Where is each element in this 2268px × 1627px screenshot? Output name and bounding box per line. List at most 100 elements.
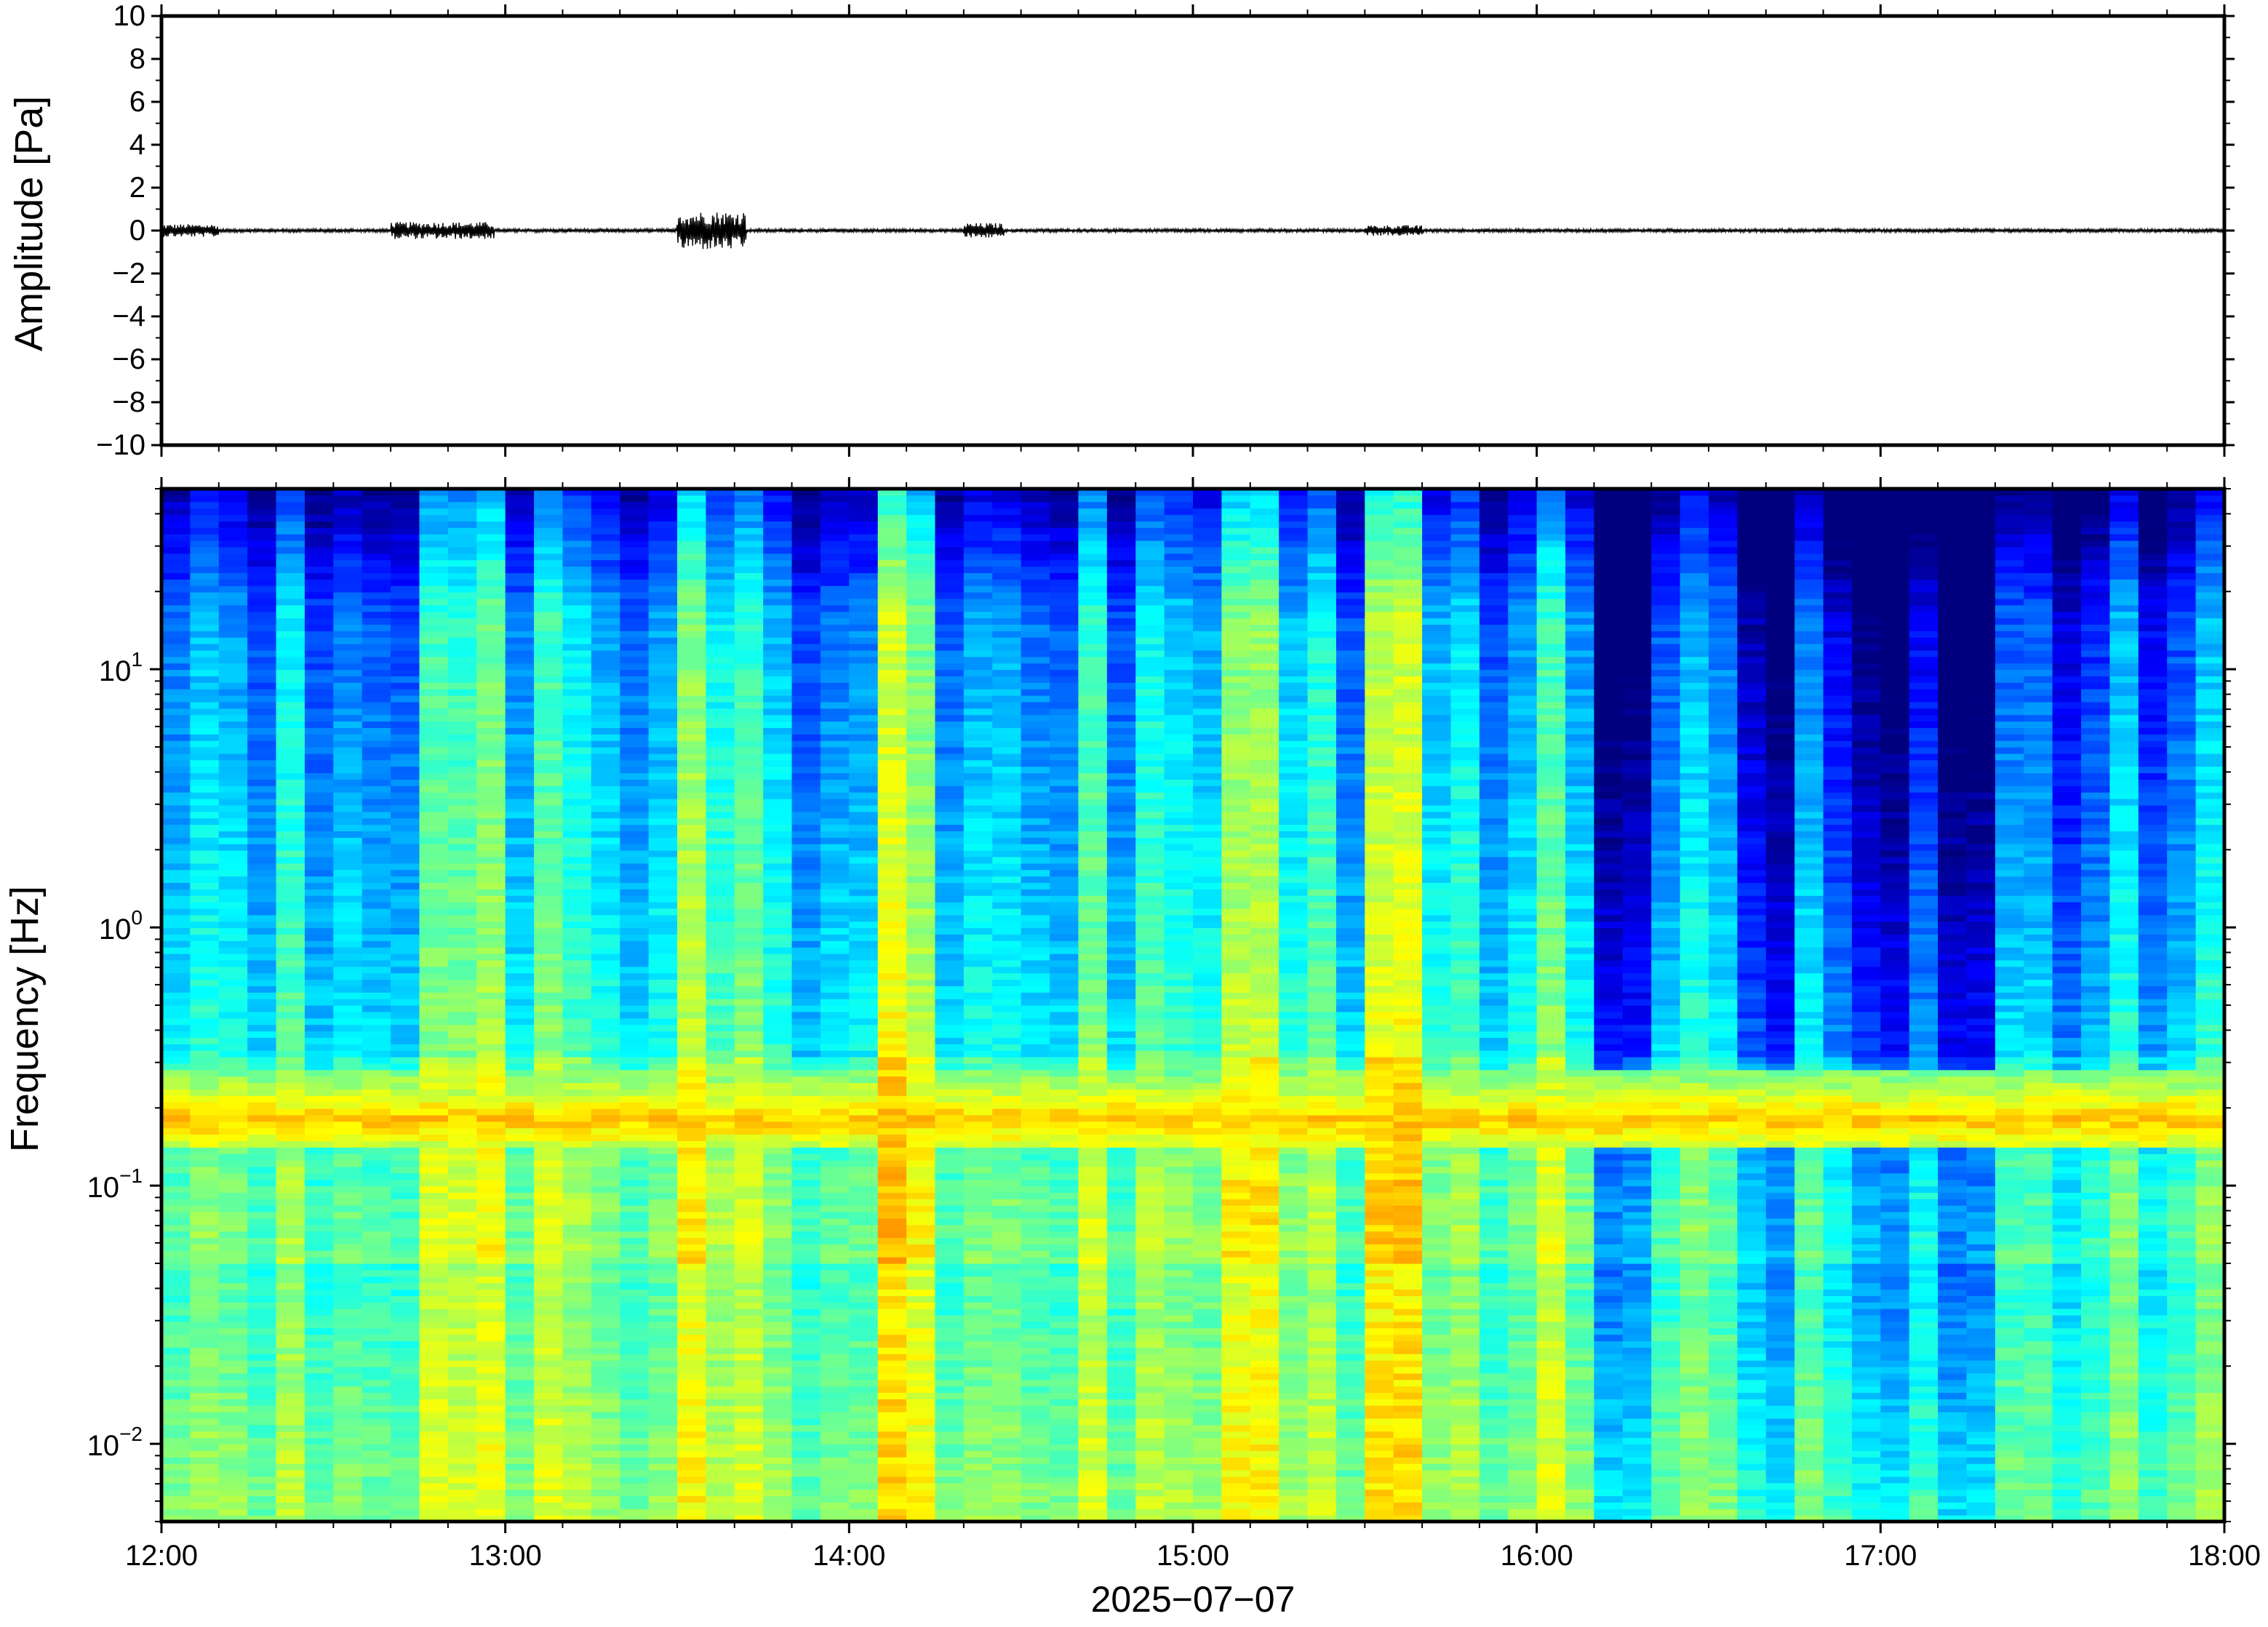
- spectrogram-cell: [591, 773, 620, 780]
- spectrogram-cell: [964, 1483, 993, 1490]
- spectrogram-cell: [562, 1167, 591, 1173]
- spectrogram-cell: [534, 1470, 563, 1476]
- spectrogram-cell: [964, 792, 993, 799]
- spectrogram-cell: [506, 928, 535, 935]
- spectrogram-cell: [420, 1095, 449, 1102]
- spectrogram-cell: [878, 1102, 907, 1108]
- spectrogram-cell: [649, 1470, 678, 1476]
- spectrogram-cell: [792, 805, 821, 812]
- spectrogram-cell: [820, 592, 850, 599]
- spectrogram-cell: [591, 1044, 620, 1050]
- spectrogram-cell: [620, 1128, 649, 1135]
- spectrogram-cell: [906, 676, 935, 682]
- spectrogram-cell: [219, 1037, 248, 1044]
- spectrogram-cell: [906, 1386, 935, 1393]
- spectrogram-cell: [219, 1089, 248, 1095]
- spectrogram-cell: [305, 760, 334, 767]
- spectrogram-cell: [305, 1160, 334, 1167]
- spectrogram-cell: [792, 618, 821, 625]
- spectrogram-cell: [906, 1089, 935, 1095]
- spectrogram-cell: [534, 1328, 563, 1335]
- spectrogram-cell: [792, 1012, 821, 1018]
- spectrogram-cell: [1021, 1199, 1050, 1205]
- spectrogram-cell: [506, 1128, 535, 1135]
- spectrogram-cell: [849, 1405, 878, 1412]
- spectrogram-cell: [763, 1483, 792, 1490]
- spectrogram-cell: [792, 612, 821, 618]
- spectrogram-cell: [362, 934, 391, 940]
- spectrogram-cell: [391, 567, 420, 573]
- spectrogram-cell: [333, 760, 362, 767]
- spectrogram-cell: [735, 760, 764, 767]
- spectrogram-cell: [391, 740, 420, 747]
- spectrogram-cell: [591, 1205, 620, 1212]
- spectrogram-cell: [591, 831, 620, 837]
- spectrogram-cell: [534, 980, 563, 986]
- spectrogram-cell: [276, 1057, 306, 1063]
- spectrogram-cell: [276, 986, 306, 992]
- spectrogram-cell: [420, 812, 449, 818]
- spectrogram-cell: [190, 825, 219, 831]
- spectrogram-cell: [935, 1095, 965, 1102]
- spectrogram-cell: [506, 915, 535, 922]
- spectrogram-cell: [161, 495, 191, 502]
- spectrogram-cell: [992, 1167, 1021, 1173]
- spectrogram-cell: [649, 747, 678, 753]
- spectrogram-cell: [562, 1405, 591, 1412]
- spectrogram-cell: [820, 1057, 850, 1063]
- spectrogram-cell: [562, 1186, 591, 1193]
- spectrogram-cell: [706, 1463, 735, 1470]
- spectrogram-cell: [247, 831, 276, 837]
- spectrogram-cell: [305, 747, 334, 753]
- spectrogram-cell: [305, 1199, 334, 1205]
- spectrogram-cell: [391, 637, 420, 644]
- spectrogram-cell: [906, 1308, 935, 1315]
- spectrogram-cell: [906, 599, 935, 605]
- spectrogram-cell: [305, 657, 334, 663]
- spectrogram-cell: [247, 1115, 276, 1122]
- spectrogram-cell: [476, 1018, 506, 1025]
- spectrogram-cell: [534, 928, 563, 935]
- spectrogram-cell: [476, 1290, 506, 1296]
- spectrogram-cell: [391, 799, 420, 805]
- spectrogram-cell: [391, 779, 420, 785]
- spectrogram-cell: [763, 934, 792, 940]
- spectrogram-cell: [506, 1238, 535, 1244]
- spectrogram-cell: [562, 1450, 591, 1457]
- spectrogram-cell: [906, 663, 935, 670]
- spectrogram-cell: [362, 1095, 391, 1102]
- spectrogram-cell: [190, 1212, 219, 1218]
- spectrogram-cell: [534, 1354, 563, 1360]
- spectrogram-cell: [362, 1102, 391, 1108]
- spectrogram-cell: [534, 1012, 563, 1018]
- spectrogram-cell: [964, 1147, 993, 1154]
- spectrogram-cell: [649, 1250, 678, 1257]
- spectrogram-cell: [161, 1076, 191, 1083]
- spectrogram-cell: [420, 785, 449, 792]
- spectrogram-cell: [735, 644, 764, 650]
- spectrogram-cell: [792, 547, 821, 553]
- spectrogram-cell: [391, 1238, 420, 1244]
- spectrogram-cell: [448, 624, 477, 631]
- spectrogram-cell: [706, 1412, 735, 1418]
- spectrogram-cell: [219, 1225, 248, 1231]
- spectrogram-cell: [506, 1192, 535, 1199]
- spectrogram-cell: [190, 1328, 219, 1335]
- spectrogram-cell: [706, 1502, 735, 1508]
- spectrogram-cell: [677, 1005, 706, 1012]
- spectrogram-cell: [763, 663, 792, 670]
- spectrogram-cell: [534, 599, 563, 605]
- spectrogram-cell: [591, 1373, 620, 1380]
- spectrogram-cell: [305, 1483, 334, 1490]
- spectrogram-cell: [1021, 1115, 1050, 1122]
- spectrogram-cell: [305, 1393, 334, 1399]
- spectrogram-cell: [935, 876, 965, 883]
- spectrogram-cell: [964, 1399, 993, 1405]
- spectrogram-cell: [219, 1360, 248, 1367]
- spectrogram-cell: [763, 637, 792, 644]
- spectrogram-cell: [591, 1050, 620, 1057]
- spectrogram-cell: [161, 560, 191, 567]
- spectrogram-cell: [476, 960, 506, 967]
- spectrogram-cell: [562, 1386, 591, 1393]
- spectrogram-cell: [763, 1231, 792, 1238]
